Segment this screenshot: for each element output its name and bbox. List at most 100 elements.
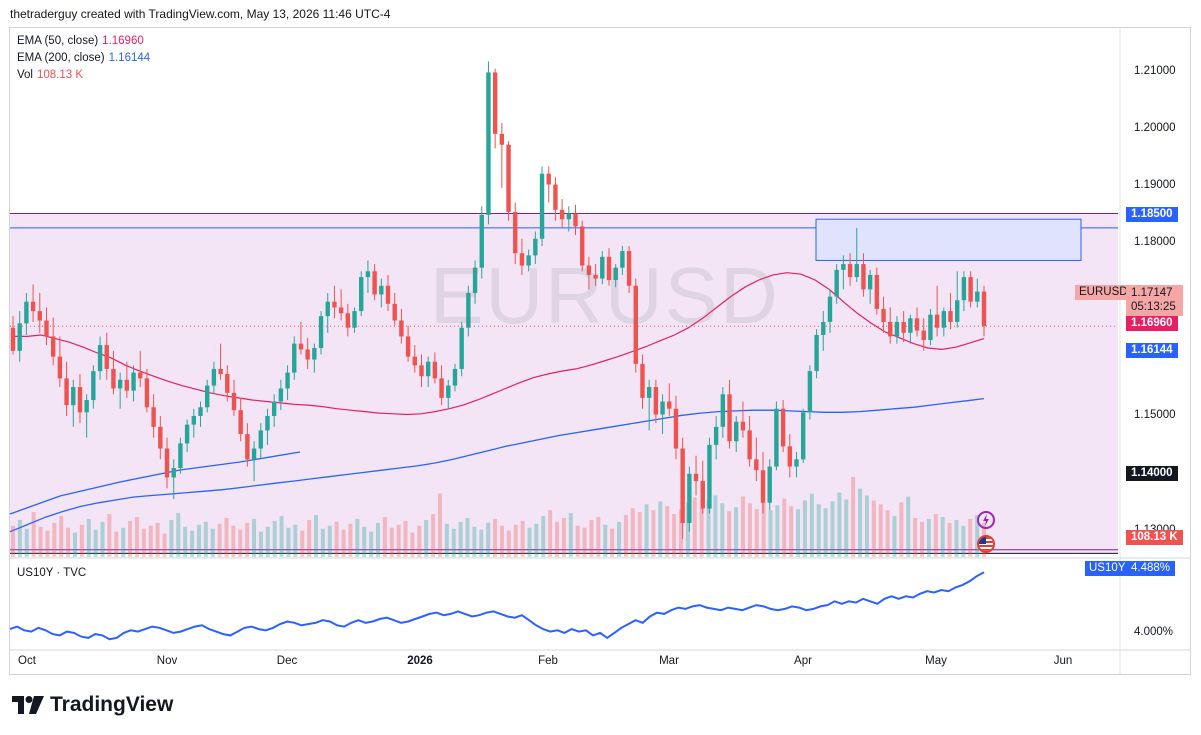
- candle-body: [104, 345, 109, 369]
- volume-bar: [444, 523, 449, 557]
- volume-bar: [362, 526, 367, 557]
- candle-body: [218, 368, 223, 375]
- candle-body: [586, 265, 592, 275]
- volume-bar: [830, 501, 835, 557]
- volume-bar: [224, 517, 229, 557]
- volume-bar: [754, 509, 759, 557]
- volume-bar: [148, 525, 153, 557]
- tradingview-logo[interactable]: TradingView: [12, 693, 173, 717]
- candle-body: [700, 481, 705, 509]
- candle-body: [191, 415, 197, 425]
- time-tick: May: [925, 655, 947, 667]
- price-tick: 1.18000: [1134, 236, 1176, 248]
- volume-bar: [128, 520, 133, 557]
- level-tag-top: 1.18500: [1126, 207, 1178, 222]
- volume-bar: [396, 524, 401, 557]
- tradingview-brand: TradingView: [50, 693, 174, 716]
- ema200-line: [9, 397, 985, 533]
- candle-body: [64, 378, 69, 406]
- volume-bar: [713, 495, 718, 557]
- volume-tag: 108.13 K: [1126, 530, 1183, 545]
- volume-bar: [940, 517, 945, 557]
- volume-bar: [610, 528, 615, 557]
- volume-bar: [38, 526, 43, 557]
- volume-bar: [899, 502, 904, 557]
- candle-body: [432, 361, 438, 379]
- candle-body: [271, 401, 277, 416]
- us-flag-event-icon[interactable]: [977, 535, 995, 553]
- level-tag-bottom: 1.14000: [1126, 466, 1178, 481]
- candle-body: [687, 473, 692, 524]
- volume-bar: [348, 523, 353, 557]
- candle-body: [292, 343, 297, 373]
- candle-body: [285, 372, 290, 389]
- candle-body: [968, 277, 973, 302]
- candle-body: [265, 415, 270, 431]
- volume-bar: [527, 527, 532, 557]
- candle-body: [955, 300, 960, 322]
- legend-ema50[interactable]: EMA (50, close) 1.16960: [17, 35, 144, 47]
- price-tick: 1.20000: [1134, 122, 1176, 134]
- volume-bar: [878, 504, 883, 557]
- volume-bar: [265, 526, 270, 557]
- legend-volume[interactable]: Vol 108.13 K: [17, 69, 83, 81]
- candle-body: [459, 327, 464, 369]
- candle-body: [138, 372, 143, 379]
- candle-body: [874, 274, 880, 309]
- candle-body: [727, 394, 732, 442]
- volume-bar: [968, 518, 973, 557]
- volume-bar: [155, 522, 160, 557]
- volume-bar: [66, 527, 71, 557]
- volume-bar: [548, 510, 553, 557]
- volume-bar: [293, 524, 298, 557]
- volume-bar: [334, 521, 339, 557]
- candle-body: [854, 264, 859, 278]
- volume-bar: [169, 519, 174, 557]
- candle-body: [178, 443, 183, 469]
- candle-body: [111, 368, 116, 389]
- candle-body: [84, 400, 89, 413]
- volume-bar: [520, 520, 525, 557]
- candle-body: [245, 434, 250, 460]
- candle-body: [71, 387, 76, 406]
- volume-bar: [651, 510, 656, 557]
- candle-body: [827, 296, 833, 322]
- candle-body: [506, 144, 511, 212]
- candle-body: [533, 238, 538, 256]
- volume-bar: [183, 526, 188, 557]
- candle-body: [392, 303, 397, 321]
- time-tick: Jun: [1053, 655, 1073, 667]
- candle-body: [961, 277, 967, 301]
- candle-body: [914, 318, 920, 331]
- candle-body: [124, 379, 130, 391]
- volume-bar: [617, 521, 622, 557]
- volume-bar: [320, 528, 325, 557]
- candle-body: [372, 271, 377, 295]
- time-tick: Mar: [659, 655, 679, 667]
- candle-body: [546, 173, 551, 185]
- candle-body: [774, 408, 779, 467]
- volume-bar: [389, 527, 394, 557]
- volume-bar: [706, 500, 711, 557]
- volume-bar: [796, 509, 801, 557]
- volume-bar: [926, 518, 931, 557]
- candle-body: [486, 72, 491, 215]
- legend-ema200[interactable]: EMA (200, close) 1.16144: [17, 52, 150, 64]
- volume-bar: [975, 515, 980, 557]
- volume-bar: [499, 525, 504, 557]
- candle-body: [419, 365, 424, 377]
- candle-body: [164, 448, 170, 478]
- candle-body: [77, 387, 83, 413]
- volume-bar: [17, 519, 22, 557]
- volume-bar: [403, 520, 408, 557]
- flash-event-icon[interactable]: [977, 511, 995, 529]
- volume-bar: [851, 477, 856, 557]
- resistance-zone: [815, 218, 1082, 261]
- candle-body: [17, 323, 22, 351]
- candle-body: [888, 321, 893, 337]
- candle-body: [814, 334, 819, 372]
- volume-bar: [486, 522, 491, 557]
- candle-body: [231, 392, 237, 411]
- volume-bar: [844, 499, 849, 557]
